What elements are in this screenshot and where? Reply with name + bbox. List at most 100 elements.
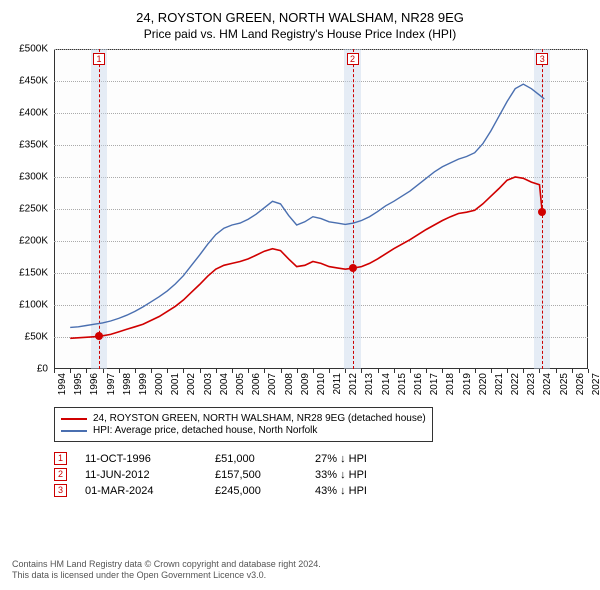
legend-row: 24, ROYSTON GREEN, NORTH WALSHAM, NR28 9… (61, 413, 426, 424)
x-tick (216, 369, 217, 373)
x-tick (588, 369, 589, 373)
chart-container: 24, ROYSTON GREEN, NORTH WALSHAM, NR28 9… (0, 0, 600, 590)
x-axis-label: 2014 (381, 373, 392, 395)
series-property (70, 177, 542, 338)
x-axis-label: 2013 (364, 373, 375, 395)
x-axis-label: 2026 (575, 373, 586, 395)
x-axis-label: 2006 (251, 373, 262, 395)
chart-subtitle: Price paid vs. HM Land Registry's House … (12, 27, 588, 41)
legend-swatch (61, 430, 87, 432)
x-axis-label: 2022 (510, 373, 521, 395)
sales-row-delta: 27% ↓ HPI (315, 453, 367, 465)
sales-row: 211-JUN-2012£157,50033% ↓ HPI (54, 468, 588, 481)
x-axis-label: 2024 (542, 373, 553, 395)
y-axis-label: £450K (19, 76, 48, 87)
x-tick (329, 369, 330, 373)
x-tick (361, 369, 362, 373)
x-tick (70, 369, 71, 373)
sales-row-price: £245,000 (215, 485, 315, 497)
x-axis-label: 2005 (235, 373, 246, 395)
x-tick (523, 369, 524, 373)
x-axis-label: 1997 (106, 373, 117, 395)
sale-point (349, 264, 357, 272)
x-axis-label: 2000 (154, 373, 165, 395)
x-axis-label: 2009 (300, 373, 311, 395)
x-tick (264, 369, 265, 373)
legend-swatch (61, 418, 87, 420)
x-tick (556, 369, 557, 373)
x-axis-label: 1995 (73, 373, 84, 395)
y-axis-label: £250K (19, 204, 48, 215)
sale-marker-box: 3 (536, 53, 548, 65)
x-axis-label: 1996 (89, 373, 100, 395)
legend-row: HPI: Average price, detached house, Nort… (61, 425, 426, 436)
chart-title: 24, ROYSTON GREEN, NORTH WALSHAM, NR28 9… (12, 10, 588, 25)
sales-row-date: 11-JUN-2012 (85, 469, 215, 481)
series-hpi (70, 84, 544, 327)
x-tick (394, 369, 395, 373)
sales-row-marker: 3 (54, 484, 67, 497)
x-tick (200, 369, 201, 373)
x-tick (572, 369, 573, 373)
x-tick (442, 369, 443, 373)
plot-region: £0£50K£100K£150K£200K£250K£300K£350K£400… (54, 49, 588, 369)
x-axis-label: 1998 (122, 373, 133, 395)
x-tick (167, 369, 168, 373)
x-tick (232, 369, 233, 373)
x-tick (313, 369, 314, 373)
x-tick (345, 369, 346, 373)
sales-row-delta: 43% ↓ HPI (315, 485, 367, 497)
x-tick (86, 369, 87, 373)
chart-lines (54, 49, 588, 369)
title-block: 24, ROYSTON GREEN, NORTH WALSHAM, NR28 9… (12, 10, 588, 41)
sale-marker-box: 2 (347, 53, 359, 65)
x-tick (539, 369, 540, 373)
x-axis-label: 1999 (138, 373, 149, 395)
x-tick (281, 369, 282, 373)
x-axis-label: 2027 (591, 373, 600, 395)
y-axis-label: £400K (19, 108, 48, 119)
x-tick (119, 369, 120, 373)
y-axis-label: £0 (37, 364, 48, 375)
x-axis-label: 2020 (478, 373, 489, 395)
y-axis-label: £500K (19, 44, 48, 55)
x-tick (135, 369, 136, 373)
legend-label: HPI: Average price, detached house, Nort… (93, 425, 317, 436)
y-axis-label: £350K (19, 140, 48, 151)
footer-line-2: This data is licensed under the Open Gov… (12, 570, 588, 582)
x-tick (410, 369, 411, 373)
x-tick (491, 369, 492, 373)
x-axis-label: 2010 (316, 373, 327, 395)
x-axis-label: 2018 (445, 373, 456, 395)
legend: 24, ROYSTON GREEN, NORTH WALSHAM, NR28 9… (54, 407, 433, 442)
sales-row-price: £157,500 (215, 469, 315, 481)
sales-table: 111-OCT-1996£51,00027% ↓ HPI 211-JUN-2012… (54, 452, 588, 497)
sales-row: 111-OCT-1996£51,00027% ↓ HPI (54, 452, 588, 465)
x-axis-label: 2019 (462, 373, 473, 395)
x-tick (248, 369, 249, 373)
legend-label: 24, ROYSTON GREEN, NORTH WALSHAM, NR28 9… (93, 413, 426, 424)
y-axis-label: £100K (19, 300, 48, 311)
y-axis-label: £300K (19, 172, 48, 183)
footer-line-1: Contains HM Land Registry data © Crown c… (12, 559, 588, 571)
sales-row-delta: 33% ↓ HPI (315, 469, 367, 481)
x-axis-label: 2023 (526, 373, 537, 395)
x-axis-label: 2017 (429, 373, 440, 395)
y-axis-label: £150K (19, 268, 48, 279)
sale-point (95, 332, 103, 340)
sales-row: 3 01-MAR-2024£245,00043% ↓ HPI (54, 484, 588, 497)
y-axis-label: £50K (25, 332, 48, 343)
x-axis-label: 2007 (267, 373, 278, 395)
x-tick (378, 369, 379, 373)
attribution-footer: Contains HM Land Registry data © Crown c… (12, 559, 588, 582)
x-axis-label: 2001 (170, 373, 181, 395)
sales-row-price: £51,000 (215, 453, 315, 465)
sales-row-date: 01-MAR-2024 (85, 485, 215, 497)
y-axis-label: £200K (19, 236, 48, 247)
x-axis-label: 1994 (57, 373, 68, 395)
x-axis-label: 2004 (219, 373, 230, 395)
x-tick (475, 369, 476, 373)
x-axis-label: 2011 (332, 373, 343, 395)
x-tick (151, 369, 152, 373)
x-axis-label: 2002 (186, 373, 197, 395)
